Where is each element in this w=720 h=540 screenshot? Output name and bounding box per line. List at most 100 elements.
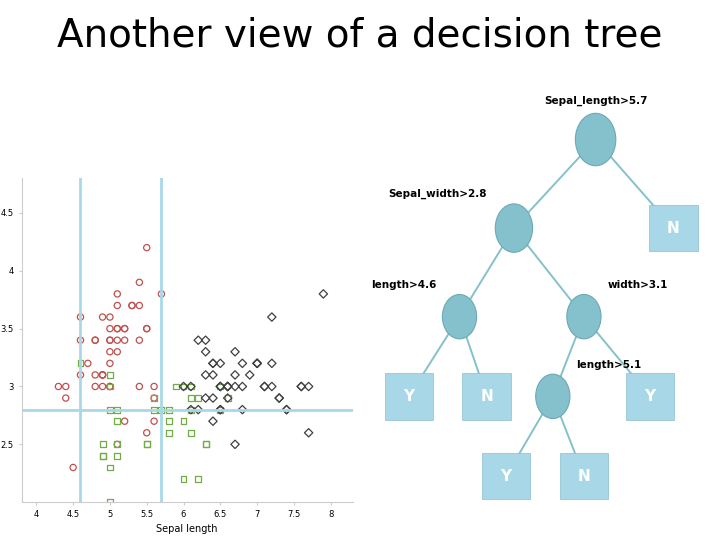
Text: Sepal_length>5.7: Sepal_length>5.7 <box>544 96 647 106</box>
FancyBboxPatch shape <box>626 373 675 420</box>
Point <box>229 347 240 356</box>
Point <box>266 313 278 321</box>
Point <box>258 382 270 391</box>
Point <box>104 382 116 391</box>
Point <box>112 325 123 333</box>
Point <box>237 382 248 391</box>
Point <box>96 313 108 321</box>
Point <box>229 370 240 379</box>
Point <box>104 382 116 391</box>
Point <box>215 382 226 391</box>
Point <box>68 463 79 472</box>
Point <box>104 406 116 414</box>
Point <box>178 382 189 391</box>
Point <box>215 406 226 414</box>
Text: N: N <box>667 221 680 235</box>
Point <box>200 394 212 402</box>
Point <box>274 394 285 402</box>
Point <box>75 336 86 345</box>
Point <box>251 359 263 368</box>
Point <box>185 382 197 391</box>
Text: Y: Y <box>403 389 415 404</box>
Point <box>119 325 130 333</box>
Point <box>112 289 123 298</box>
Point <box>96 370 108 379</box>
Point <box>89 336 101 345</box>
Point <box>178 417 189 426</box>
Text: Y: Y <box>500 469 512 483</box>
Point <box>96 382 108 391</box>
Ellipse shape <box>567 294 601 339</box>
Point <box>112 451 123 460</box>
Point <box>200 440 212 449</box>
Point <box>185 394 197 402</box>
Point <box>75 370 86 379</box>
Point <box>112 406 123 414</box>
Point <box>112 325 123 333</box>
Point <box>126 301 138 310</box>
Point <box>104 359 116 368</box>
Text: Sepal_width>2.8: Sepal_width>2.8 <box>388 189 487 199</box>
Point <box>141 428 153 437</box>
Point <box>119 325 130 333</box>
Point <box>104 336 116 345</box>
Point <box>192 336 204 345</box>
Point <box>163 417 174 426</box>
Point <box>141 440 153 449</box>
Point <box>251 359 263 368</box>
Point <box>215 382 226 391</box>
Point <box>185 406 197 414</box>
Text: Another view of a decision tree: Another view of a decision tree <box>58 16 662 54</box>
Point <box>148 394 160 402</box>
Point <box>148 382 160 391</box>
Point <box>60 382 71 391</box>
Point <box>215 382 226 391</box>
Text: Y: Y <box>644 389 656 404</box>
Point <box>156 406 167 414</box>
Point <box>134 336 145 345</box>
Point <box>96 370 108 379</box>
Point <box>126 301 138 310</box>
Point <box>222 382 233 391</box>
Point <box>237 406 248 414</box>
Point <box>134 278 145 287</box>
Point <box>60 394 71 402</box>
Point <box>222 382 233 391</box>
Point <box>258 382 270 391</box>
Point <box>207 417 219 426</box>
Point <box>104 336 116 345</box>
Point <box>141 325 153 333</box>
Point <box>119 417 130 426</box>
Point <box>295 382 307 391</box>
Point <box>303 382 315 391</box>
Point <box>222 394 233 402</box>
Point <box>148 394 160 402</box>
Point <box>89 370 101 379</box>
Point <box>141 244 153 252</box>
Point <box>200 347 212 356</box>
Point <box>96 451 108 460</box>
X-axis label: Sepal length: Sepal length <box>156 524 218 535</box>
Point <box>215 359 226 368</box>
Point <box>281 406 292 414</box>
Point <box>134 382 145 391</box>
Point <box>266 359 278 368</box>
Point <box>141 325 153 333</box>
Point <box>96 451 108 460</box>
Point <box>82 359 94 368</box>
Point <box>89 336 101 345</box>
Point <box>112 440 123 449</box>
Point <box>215 406 226 414</box>
FancyBboxPatch shape <box>462 373 511 420</box>
Point <box>222 382 233 391</box>
Point <box>215 406 226 414</box>
Point <box>104 370 116 379</box>
Text: width>3.1: width>3.1 <box>607 280 667 290</box>
Point <box>266 382 278 391</box>
Point <box>207 359 219 368</box>
Point <box>141 440 153 449</box>
Point <box>244 370 256 379</box>
Point <box>134 301 145 310</box>
Point <box>178 382 189 391</box>
Point <box>112 440 123 449</box>
